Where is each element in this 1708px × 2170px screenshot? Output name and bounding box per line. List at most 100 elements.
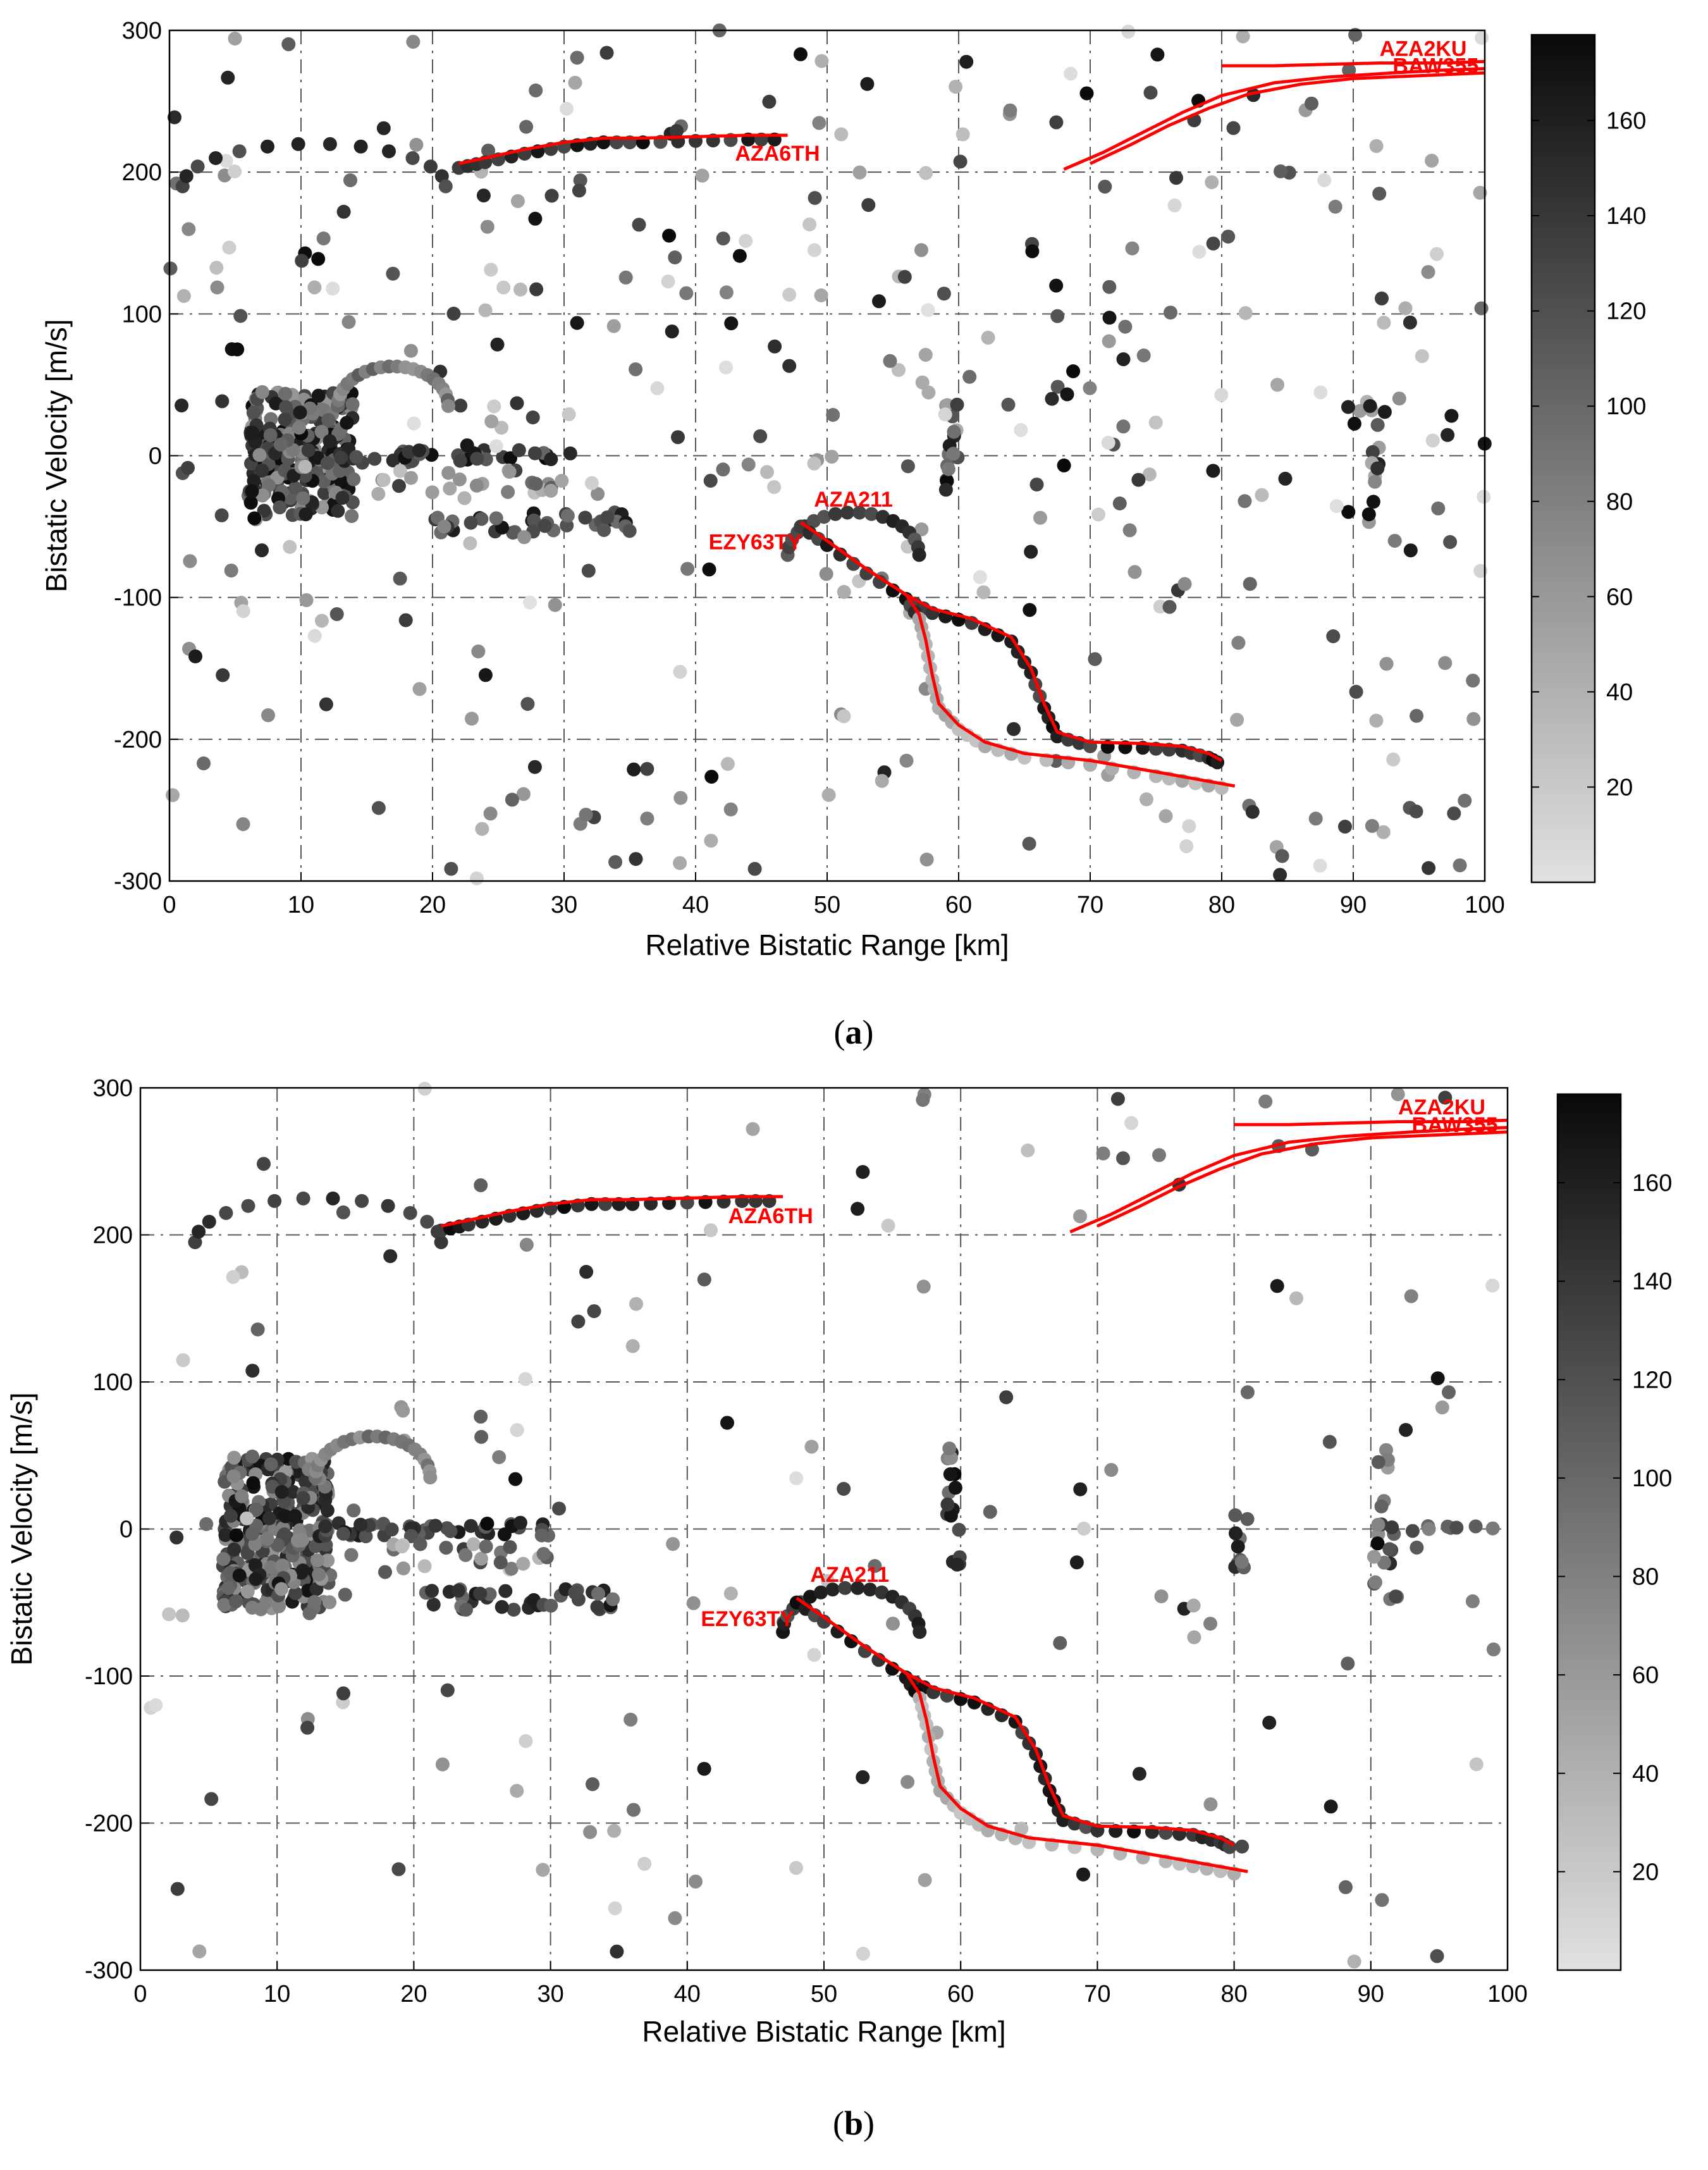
data-point: [689, 1874, 703, 1889]
data-point: [405, 151, 420, 165]
panel-a-x-axis-label: Relative Bistatic Range [km]: [645, 928, 1009, 961]
track-label: EZY63TY: [701, 1607, 794, 1631]
data-point: [267, 1193, 282, 1208]
data-point: [599, 46, 614, 60]
track-line: [1089, 71, 1485, 165]
data-point: [295, 1533, 309, 1548]
data-point: [1203, 1797, 1218, 1811]
data-point: [1258, 1094, 1273, 1109]
data-point: [495, 1600, 509, 1614]
colorbar-tick-label: 100: [1632, 1465, 1672, 1492]
data-point: [834, 127, 849, 142]
data-point: [417, 1082, 432, 1096]
colorbar-tick-label: 140: [1632, 1269, 1672, 1295]
data-point: [1186, 1598, 1201, 1613]
data-point: [637, 1856, 652, 1871]
data-point: [950, 397, 964, 412]
track-line: [799, 521, 1236, 788]
data-point: [309, 1582, 324, 1596]
data-point: [1347, 416, 1361, 431]
data-point: [1116, 352, 1131, 366]
data-point: [341, 315, 356, 330]
track-label: AZA2KU: [1380, 37, 1467, 61]
data-point: [919, 853, 934, 866]
data-point: [529, 477, 543, 491]
data-point: [814, 1585, 828, 1600]
data-point: [209, 261, 224, 275]
x-tick-label: 10: [288, 892, 314, 918]
y-tick-label: 300: [122, 18, 162, 44]
data-point: [661, 274, 675, 289]
data-point: [1474, 301, 1489, 316]
data-point: [1275, 849, 1289, 863]
track-line: [441, 1195, 783, 1228]
data-point: [959, 54, 974, 69]
data-point: [245, 1364, 260, 1378]
data-point: [1050, 379, 1065, 394]
track-label: AZA211: [814, 488, 893, 512]
data-point: [230, 342, 245, 357]
data-point: [453, 398, 468, 413]
data-point: [570, 316, 584, 330]
data-point: [323, 137, 337, 151]
data-point: [261, 478, 276, 493]
data-point: [274, 1582, 289, 1596]
data-point: [446, 306, 461, 321]
data-point: [175, 398, 189, 413]
data-point: [1182, 819, 1196, 834]
data-point: [216, 668, 230, 682]
data-point: [856, 1770, 870, 1784]
data-point: [1324, 1799, 1338, 1814]
data-point: [673, 856, 687, 870]
data-point: [618, 270, 633, 285]
data-point: [1430, 1949, 1444, 1963]
data-point: [245, 1526, 259, 1541]
data-point: [338, 1587, 352, 1602]
data-point: [261, 139, 274, 154]
track-label: BAW355: [1392, 54, 1478, 78]
data-point: [1116, 1151, 1130, 1166]
data-point: [513, 282, 527, 297]
data-point: [481, 144, 496, 158]
data-point: [260, 1531, 274, 1546]
track-label: EZY63TY: [709, 530, 802, 554]
data-point: [441, 399, 455, 413]
data-point: [983, 1505, 997, 1519]
data-point: [344, 1548, 359, 1562]
data-point: [1235, 1839, 1250, 1854]
data-point: [210, 280, 224, 295]
data-point: [219, 154, 233, 168]
data-point: [999, 1390, 1014, 1405]
track-label: AZA2KU: [1398, 1095, 1485, 1119]
data-point: [323, 1595, 337, 1610]
data-point: [149, 1698, 163, 1712]
data-point: [490, 337, 505, 352]
colorbar-tick-label: 60: [1606, 584, 1633, 610]
data-point: [478, 303, 493, 317]
data-point: [241, 1199, 255, 1213]
data-point: [1399, 1422, 1413, 1437]
data-point: [240, 1584, 255, 1599]
data-point: [298, 460, 312, 474]
data-point: [1328, 199, 1342, 214]
data-point: [1192, 245, 1207, 259]
data-point: [1405, 1524, 1420, 1538]
data-point: [1326, 629, 1341, 643]
data-point: [359, 1529, 373, 1544]
data-point: [510, 1784, 524, 1798]
data-point: [668, 1911, 682, 1925]
data-point: [946, 447, 961, 461]
data-point: [762, 94, 777, 109]
data-point: [1473, 185, 1487, 200]
panel-a-tracks: [458, 59, 1485, 788]
data-point: [1377, 316, 1391, 330]
data-point: [814, 288, 828, 302]
data-point: [413, 1537, 427, 1551]
data-point: [1121, 24, 1136, 39]
data-point: [393, 464, 407, 478]
data-point: [856, 1947, 870, 1961]
data-point: [716, 231, 730, 246]
colorbar-tick-label: 20: [1606, 774, 1633, 801]
data-point: [1154, 1589, 1169, 1603]
data-point: [349, 450, 364, 464]
